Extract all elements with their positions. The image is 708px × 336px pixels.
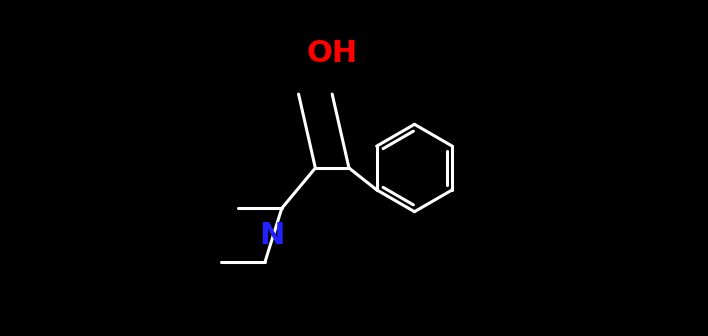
Text: N: N bbox=[259, 221, 285, 250]
Text: OH: OH bbox=[307, 39, 358, 68]
